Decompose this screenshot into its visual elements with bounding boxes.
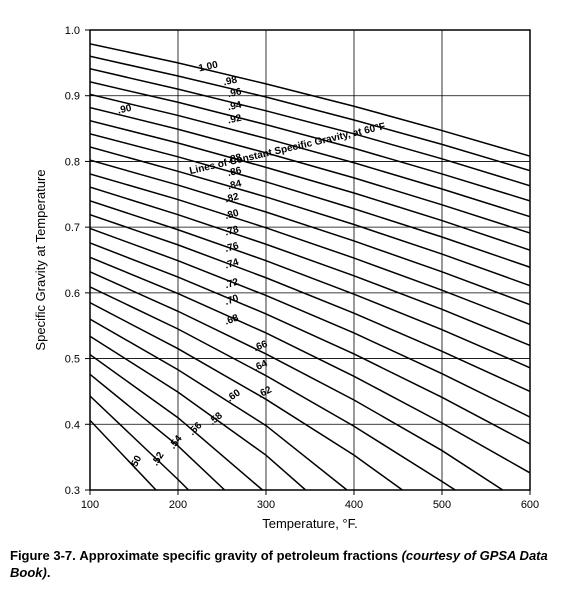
svg-text:Temperature, °F.: Temperature, °F. [262, 516, 358, 531]
svg-text:.90: .90 [117, 103, 133, 117]
svg-text:.64: .64 [252, 358, 270, 374]
svg-text:.78: .78 [224, 224, 241, 238]
svg-text:300: 300 [257, 499, 275, 511]
figure-number: Figure 3-7. [10, 548, 76, 563]
svg-text:0.9: 0.9 [65, 91, 80, 103]
svg-text:.62: .62 [256, 384, 274, 400]
figure-container: 100 200 300 400 500 600 Temperature, °F. 0.3 0.4… [10, 10, 555, 582]
svg-text:0.8: 0.8 [65, 156, 80, 168]
svg-text:.94: .94 [227, 99, 243, 113]
figure-title: Approximate specific gravity of petroleu… [79, 548, 398, 563]
svg-text:.54: .54 [167, 433, 184, 451]
svg-text:.56: .56 [187, 420, 205, 438]
svg-text:.98: .98 [222, 75, 238, 89]
svg-text:400: 400 [345, 499, 363, 511]
svg-text:.50: .50 [128, 453, 144, 471]
svg-text:0.5: 0.5 [65, 354, 80, 366]
svg-text:.66: .66 [252, 339, 269, 355]
svg-text:.92: .92 [227, 113, 243, 127]
svg-text:.58: .58 [207, 410, 225, 428]
svg-text:.96: .96 [227, 86, 243, 100]
figure-caption: Figure 3-7. Approximate specific gravity… [10, 548, 555, 582]
svg-text:1.0: 1.0 [65, 25, 80, 37]
svg-text:.74: .74 [224, 257, 241, 272]
svg-text:500: 500 [433, 499, 451, 511]
svg-text:.52: .52 [150, 450, 167, 468]
svg-text:600: 600 [521, 499, 539, 511]
svg-text:0.6: 0.6 [65, 288, 80, 300]
svg-text:.70: .70 [223, 293, 240, 308]
svg-text:200: 200 [169, 499, 187, 511]
svg-text:0.4: 0.4 [65, 419, 80, 431]
sg-temperature-chart: 100 200 300 400 500 600 Temperature, °F. 0.3 0.4… [10, 10, 555, 540]
svg-text:Specific Gravity at Temperatur: Specific Gravity at Temperature [33, 169, 48, 350]
svg-text:100: 100 [81, 499, 99, 511]
svg-text:.76: .76 [224, 240, 241, 255]
svg-text:0.7: 0.7 [65, 222, 80, 234]
svg-text:.72: .72 [223, 276, 240, 291]
svg-text:.80: .80 [224, 208, 241, 222]
svg-text:0.3: 0.3 [65, 485, 80, 497]
